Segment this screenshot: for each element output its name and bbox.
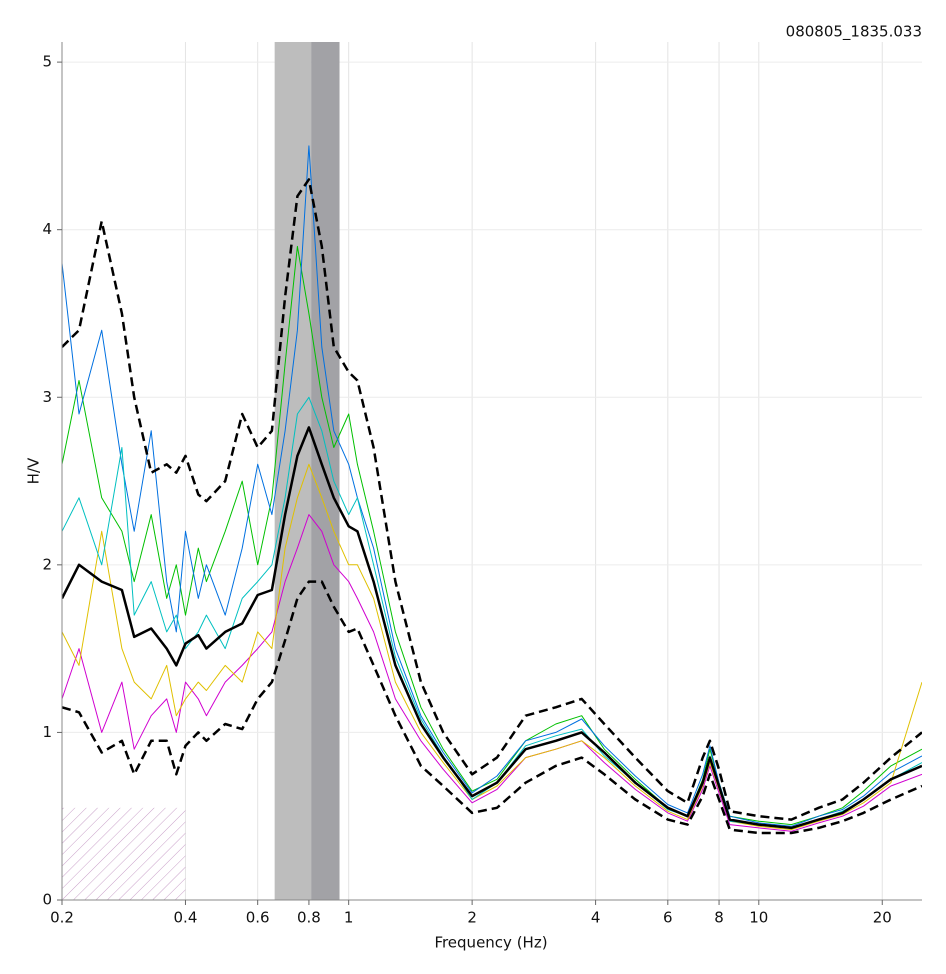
std-curve xyxy=(62,580,922,835)
peak-band xyxy=(274,42,312,900)
window-curve xyxy=(62,245,922,826)
std-curve xyxy=(62,178,922,821)
y-tick-label: 3 xyxy=(42,388,52,406)
window-curve xyxy=(62,463,922,831)
y-axis-label: H/V xyxy=(25,457,43,484)
y-tick-label: 5 xyxy=(42,53,52,71)
x-tick-label: 4 xyxy=(591,909,601,927)
x-tick-label: 0.6 xyxy=(246,909,270,927)
y-tick-label: 1 xyxy=(42,723,52,741)
y-tick-label: 4 xyxy=(42,220,52,238)
x-tick-label: 6 xyxy=(663,909,673,927)
x-tick-label: 2 xyxy=(467,909,477,927)
y-tick-label: 2 xyxy=(42,555,52,573)
y-tick-label: 0 xyxy=(42,891,52,909)
mean-curve xyxy=(62,426,922,830)
window-curve xyxy=(62,396,922,829)
window-curve xyxy=(62,145,922,827)
x-tick-label: 0.4 xyxy=(174,909,198,927)
x-axis-label: Frequency (Hz) xyxy=(434,934,547,952)
x-tick-label: 0.2 xyxy=(50,909,74,927)
x-tick-label: 8 xyxy=(714,909,724,927)
x-tick-label: 0.8 xyxy=(297,909,321,927)
plot-area xyxy=(62,42,922,900)
chart-title: 080805_1835.033 xyxy=(786,23,922,42)
x-tick-label: 20 xyxy=(873,909,892,927)
hatched-region xyxy=(62,807,186,900)
x-tick-label: 1 xyxy=(344,909,354,927)
x-tick-label: 10 xyxy=(749,909,768,927)
